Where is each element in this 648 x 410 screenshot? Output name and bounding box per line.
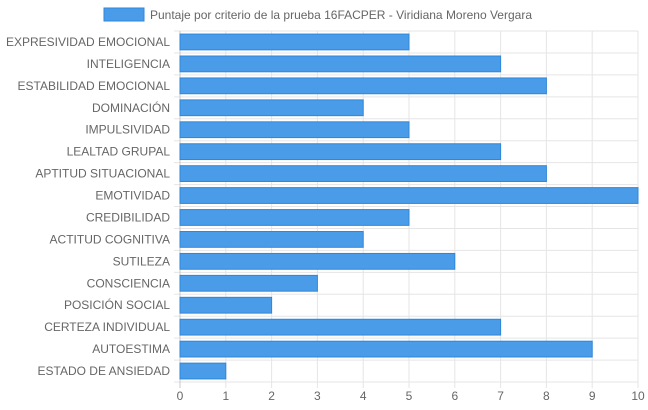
bar[interactable] xyxy=(179,121,410,139)
category-label: ESTADO DE ANSIEDAD xyxy=(38,364,171,378)
bar[interactable] xyxy=(179,296,273,314)
x-tick-label: 6 xyxy=(451,389,458,403)
x-tick-label: 4 xyxy=(360,389,367,403)
category-label: EXPRESIVIDAD EMOCIONAL xyxy=(6,35,170,49)
legend[interactable]: Puntaje por criterio de la prueba 16FACP… xyxy=(103,7,532,22)
category-label: DOMINACIÓN xyxy=(92,100,170,115)
bar[interactable] xyxy=(179,274,318,292)
bar[interactable] xyxy=(179,143,502,161)
x-tick-label: 7 xyxy=(497,389,504,403)
x-tick-label: 2 xyxy=(268,389,275,403)
category-label: SUTILEZA xyxy=(113,254,170,268)
x-tick-label: 0 xyxy=(177,389,184,403)
legend-label: Puntaje por criterio de la prueba 16FACP… xyxy=(150,8,532,22)
x-tick-label: 3 xyxy=(314,389,321,403)
category-labels: EXPRESIVIDAD EMOCIONAL INTELIGENCIA ESTABI… xyxy=(6,35,170,378)
x-tick-label: 9 xyxy=(589,389,596,403)
x-tick-label: 1 xyxy=(222,389,229,403)
bar[interactable] xyxy=(179,340,593,358)
category-label: CREDIBILIDAD xyxy=(86,210,170,224)
bar[interactable] xyxy=(179,77,547,95)
category-label: AUTOESTIMA xyxy=(92,342,170,356)
x-tick-label: 8 xyxy=(543,389,550,403)
bar[interactable] xyxy=(179,99,364,117)
bar[interactable] xyxy=(179,252,456,270)
bar[interactable] xyxy=(179,318,502,336)
bar[interactable] xyxy=(179,231,364,248)
category-label: EMOTIVIDAD xyxy=(95,189,170,203)
x-axis-ticks: 0 1 2 3 4 5 6 7 8 9 10 xyxy=(177,389,645,403)
bar[interactable] xyxy=(179,209,410,226)
category-label: CERTEZA INDIVIDUAL xyxy=(44,320,170,334)
bar[interactable] xyxy=(179,33,410,51)
bar[interactable] xyxy=(179,165,547,182)
bars xyxy=(179,33,639,380)
bar[interactable] xyxy=(179,55,502,73)
category-label: POSICIÓN SOCIAL xyxy=(64,297,170,312)
category-label: APTITUD SITUACIONAL xyxy=(35,167,170,181)
legend-swatch xyxy=(103,7,145,22)
category-label: ACTITUD COGNITIVA xyxy=(50,232,170,246)
category-label: ESTABILIDAD EMOCIONAL xyxy=(18,79,171,93)
x-tick-label: 5 xyxy=(406,389,413,403)
bar[interactable] xyxy=(179,187,639,204)
x-tick-label: 10 xyxy=(631,389,645,403)
category-label: IMPULSIVIDAD xyxy=(85,123,170,137)
category-label: CONSCIENCIA xyxy=(87,276,170,290)
bar[interactable] xyxy=(179,362,227,380)
category-label: INTELIGENCIA xyxy=(87,57,170,71)
category-label: LEALTAD GRUPAL xyxy=(67,145,171,159)
